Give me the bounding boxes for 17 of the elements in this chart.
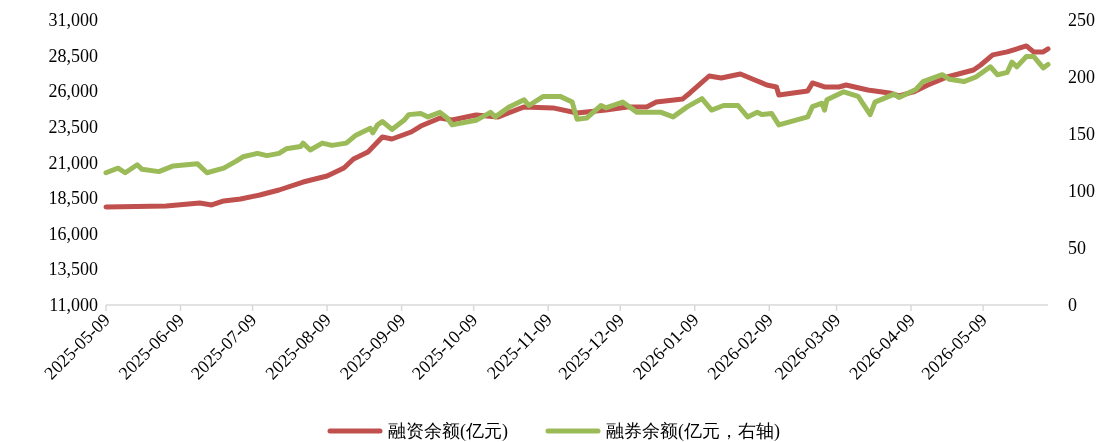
- y2-tick-label: 250: [1068, 10, 1095, 30]
- y-tick-label: 11,000: [49, 295, 98, 315]
- y-tick-label: 26,000: [48, 81, 98, 102]
- y2-tick-label: 100: [1068, 181, 1095, 201]
- y-tick-label: 18,500: [48, 188, 98, 209]
- y-tick-label: 28,500: [48, 45, 98, 66]
- legend-label: 融券余额(亿元，右轴): [606, 421, 780, 442]
- y-tick-label: 13,500: [48, 259, 98, 280]
- y-tick-label: 31,000: [48, 10, 98, 30]
- y2-tick-label: 50: [1068, 238, 1086, 258]
- y2-tick-label: 0: [1068, 295, 1077, 315]
- y-tick-label: 16,000: [48, 223, 98, 244]
- legend-label: 融资余额(亿元): [388, 421, 508, 442]
- y2-tick-label: 150: [1068, 124, 1095, 144]
- y-tick-label: 21,000: [48, 152, 98, 173]
- y-tick-label: 23,500: [48, 116, 98, 137]
- y2-tick-label: 200: [1068, 67, 1095, 87]
